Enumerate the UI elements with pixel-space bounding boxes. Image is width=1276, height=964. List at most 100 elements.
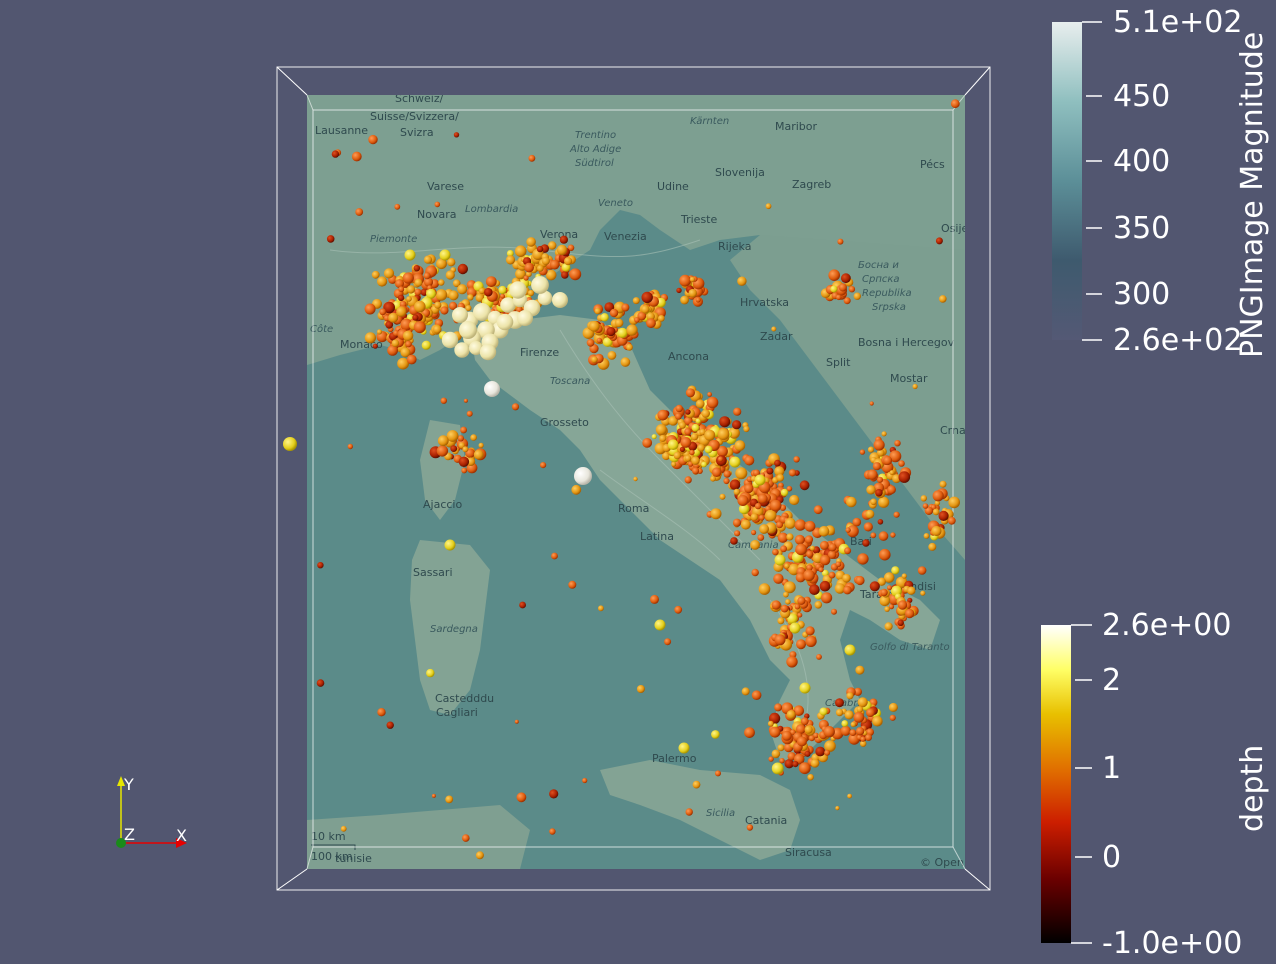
earthquake-glyph	[819, 580, 831, 592]
svg-text:Cagliari: Cagliari	[436, 706, 478, 719]
earthquake-glyph	[414, 278, 423, 287]
earthquake-glyph	[582, 777, 588, 784]
earthquake-glyph	[840, 725, 851, 736]
earthquake-glyph	[824, 749, 831, 756]
earthquake-glyph	[545, 269, 557, 281]
earthquake-glyph	[406, 285, 416, 294]
earthquake-glyph	[819, 554, 831, 566]
earthquake-glyph	[795, 572, 806, 583]
earthquake-glyph	[385, 320, 394, 329]
svg-text:Osije: Osije	[941, 222, 969, 235]
earthquake-glyph	[808, 735, 815, 742]
earthquake-glyph	[753, 469, 760, 477]
image-magnitude-tick-min: 2.6e+02	[1113, 323, 1242, 358]
earthquake-glyph	[947, 516, 956, 525]
earthquake-glyph	[848, 733, 860, 745]
earthquake-glyph	[691, 423, 700, 432]
earthquake-glyph	[423, 272, 431, 280]
earthquake-glyph	[855, 665, 865, 675]
earthquake-glyph	[675, 404, 683, 413]
earthquake-glyph	[457, 284, 468, 295]
earthquake-glyph	[371, 270, 380, 279]
earthquake-glyph	[450, 445, 458, 452]
earthquake-glyph	[898, 460, 905, 467]
earthquake-glyph	[948, 496, 960, 509]
earthquake-glyph	[887, 485, 896, 495]
earthquake-glyph	[733, 407, 742, 416]
earthquake-glyph	[786, 710, 796, 719]
earthquake-glyph	[707, 392, 712, 397]
svg-text:Split: Split	[826, 356, 851, 369]
earthquake-glyph	[500, 297, 516, 313]
earthquake-glyph	[891, 566, 900, 575]
land-sicily	[600, 760, 800, 860]
svg-text:Schweiz/: Schweiz/	[395, 92, 444, 105]
earthquake-glyph	[818, 526, 830, 537]
image-magnitude-tick-350: 350	[1113, 211, 1170, 246]
earthquake-glyph	[857, 553, 869, 565]
earthquake-glyph	[452, 279, 461, 288]
earthquake-glyph	[475, 293, 485, 303]
earthquake-glyph	[772, 548, 779, 556]
earthquake-glyph	[426, 668, 435, 678]
earthquake-glyph	[788, 469, 797, 477]
earthquake-glyph	[368, 134, 378, 145]
earthquake-glyph	[316, 679, 325, 687]
earthquake-glyph	[634, 317, 640, 323]
earthquake-glyph	[844, 710, 854, 720]
earthquake-glyph	[887, 585, 892, 591]
depth-tick-min: -1.0e+00	[1102, 926, 1242, 961]
earthquake-glyph	[723, 477, 730, 485]
earthquake-glyph	[828, 269, 840, 282]
earthquake-glyph	[436, 445, 449, 457]
earthquake-glyph	[795, 724, 806, 734]
earthquake-glyph	[355, 208, 364, 216]
earthquake-glyph	[893, 511, 900, 518]
earthquake-glyph	[391, 339, 400, 348]
earthquake-glyph	[777, 617, 785, 625]
earthquake-glyph	[904, 608, 915, 619]
earthquake-glyph	[865, 509, 875, 519]
earthquake-glyph	[641, 291, 653, 304]
earthquake-glyph	[388, 312, 399, 323]
earthquake-glyph	[779, 758, 785, 764]
earthquake-glyph	[484, 287, 493, 297]
earthquake-glyph	[806, 564, 813, 571]
earthquake-glyph	[588, 320, 600, 332]
earthquake-glyph	[804, 713, 810, 719]
earthquake-glyph	[485, 276, 497, 287]
earthquake-glyph	[347, 443, 353, 450]
earthquake-glyph	[877, 577, 886, 586]
earthquake-glyph	[938, 510, 949, 521]
svg-text:Castedddu: Castedddu	[435, 692, 494, 705]
earthquake-glyph	[870, 532, 877, 539]
earthquake-glyph	[837, 238, 844, 245]
earthquake-glyph	[797, 612, 803, 618]
earthquake-glyph	[685, 409, 691, 415]
earthquake-glyph	[793, 456, 800, 463]
earthquake-glyph	[754, 474, 766, 486]
earthquake-glyph	[924, 506, 934, 515]
earthquake-glyph	[740, 519, 751, 530]
orientation-axes[interactable]: Y Z X	[116, 775, 187, 848]
earthquake-glyph	[843, 297, 851, 305]
earthquake-glyph	[818, 567, 824, 573]
svg-text:Varese: Varese	[427, 180, 464, 193]
earthquake-glyph	[657, 315, 665, 322]
earthquake-glyph	[440, 306, 449, 315]
earthquake-glyph	[406, 296, 412, 302]
image-magnitude-tick-300: 300	[1113, 277, 1170, 312]
image-magnitude-tick-max: 5.1e+02	[1113, 5, 1242, 40]
earthquake-glyph	[699, 428, 706, 436]
earthquake-glyph	[528, 154, 536, 162]
svg-text:Republika: Republika	[862, 288, 912, 299]
earthquake-glyph	[881, 431, 887, 437]
earthquake-glyph	[454, 342, 470, 358]
earthquake-glyph	[793, 705, 805, 716]
earthquake-glyph	[922, 503, 929, 509]
earthquake-glyph	[527, 289, 535, 297]
earthquake-glyph	[614, 318, 624, 328]
earthquake-glyph	[737, 276, 747, 286]
earthquake-glyph	[386, 721, 394, 729]
